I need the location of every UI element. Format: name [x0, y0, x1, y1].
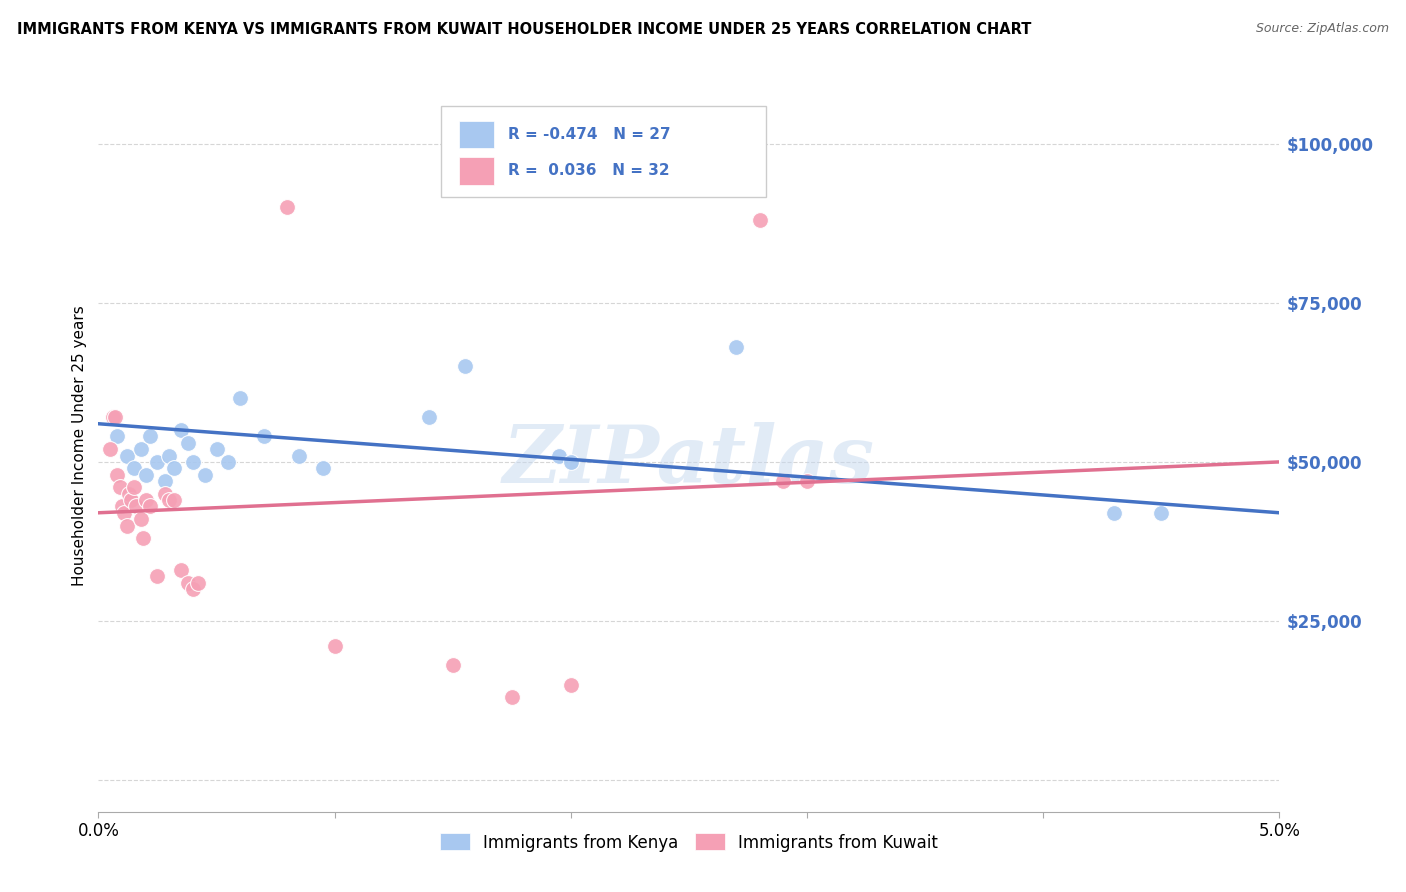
Point — [146, 455, 169, 469]
Point — [112, 506, 135, 520]
Point — [122, 461, 145, 475]
Point — [104, 410, 127, 425]
Point — [170, 423, 193, 437]
Point — [288, 449, 311, 463]
Point — [229, 392, 252, 406]
Point — [135, 493, 157, 508]
Point — [115, 518, 138, 533]
Point — [441, 658, 464, 673]
Text: IMMIGRANTS FROM KENYA VS IMMIGRANTS FROM KUWAIT HOUSEHOLDER INCOME UNDER 25 YEAR: IMMIGRANTS FROM KENYA VS IMMIGRANTS FROM… — [17, 22, 1031, 37]
Point — [725, 340, 748, 354]
Point — [748, 213, 770, 227]
Point — [125, 500, 148, 514]
Point — [129, 442, 152, 457]
Point — [163, 461, 186, 475]
Point — [323, 640, 346, 654]
Point — [105, 429, 128, 443]
Point — [560, 455, 582, 469]
Point — [129, 512, 152, 526]
Point — [153, 474, 176, 488]
Point — [418, 410, 440, 425]
Point — [132, 531, 155, 545]
Point — [122, 480, 145, 494]
Text: R = -0.474   N = 27: R = -0.474 N = 27 — [508, 127, 671, 142]
Text: Source: ZipAtlas.com: Source: ZipAtlas.com — [1256, 22, 1389, 36]
Point — [205, 442, 228, 457]
Point — [548, 449, 571, 463]
Point — [135, 467, 157, 482]
Point — [111, 500, 134, 514]
Point — [181, 582, 204, 596]
Point — [177, 435, 200, 450]
Point — [187, 575, 209, 590]
Point — [276, 201, 298, 215]
Point — [157, 493, 180, 508]
Point — [177, 575, 200, 590]
Point — [253, 429, 276, 443]
Point — [1150, 506, 1173, 520]
Point — [146, 569, 169, 583]
FancyBboxPatch shape — [458, 120, 494, 148]
Point — [115, 449, 138, 463]
Point — [105, 467, 128, 482]
Point — [139, 500, 162, 514]
Point — [453, 359, 475, 374]
Point — [772, 474, 794, 488]
Point — [98, 442, 121, 457]
Legend: Immigrants from Kenya, Immigrants from Kuwait: Immigrants from Kenya, Immigrants from K… — [433, 827, 945, 858]
Text: ZIPatlas: ZIPatlas — [503, 422, 875, 500]
Point — [139, 429, 162, 443]
Point — [181, 455, 204, 469]
Point — [153, 486, 176, 500]
Point — [163, 493, 186, 508]
Point — [170, 563, 193, 577]
Point — [1102, 506, 1125, 520]
Point — [194, 467, 217, 482]
FancyBboxPatch shape — [458, 157, 494, 185]
Point — [312, 461, 335, 475]
Text: R =  0.036   N = 32: R = 0.036 N = 32 — [508, 163, 669, 178]
Point — [118, 486, 141, 500]
Point — [157, 449, 180, 463]
Point — [101, 410, 124, 425]
Y-axis label: Householder Income Under 25 years: Householder Income Under 25 years — [72, 306, 87, 586]
Point — [217, 455, 239, 469]
Point — [796, 474, 818, 488]
Point — [560, 677, 582, 691]
Point — [501, 690, 523, 705]
Point — [108, 480, 131, 494]
Point — [121, 493, 143, 508]
FancyBboxPatch shape — [441, 106, 766, 197]
